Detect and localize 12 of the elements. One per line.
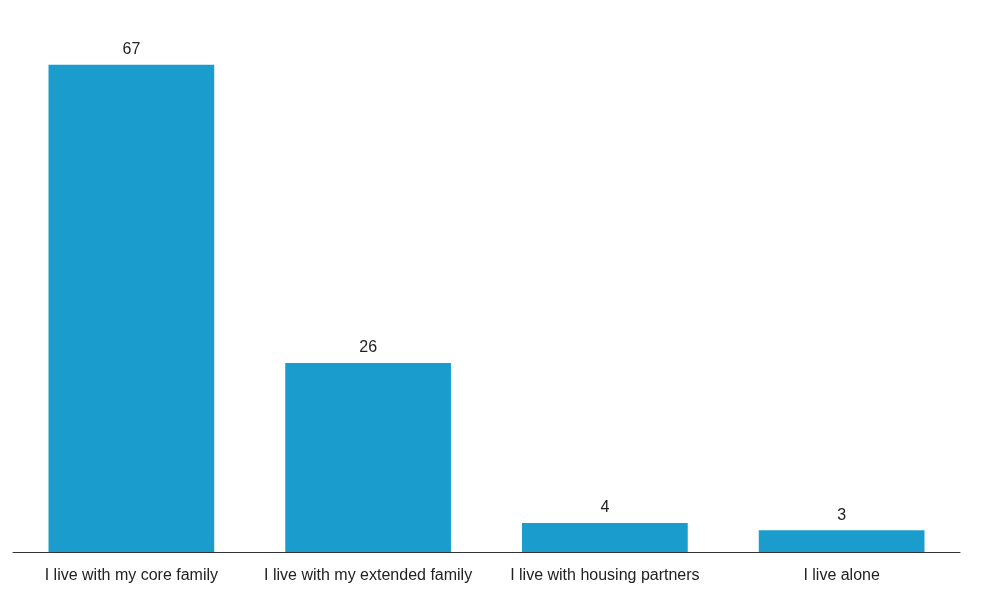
x-tick-label: I live with housing partners (510, 565, 700, 583)
bar (522, 522, 688, 552)
bar (758, 530, 925, 552)
data-label: 3 (837, 505, 847, 523)
x-tick-label: I live alone (803, 565, 880, 583)
data-label: 67 (122, 40, 141, 58)
data-label: 4 (600, 498, 610, 516)
x-tick-label: I live with my core family (44, 565, 219, 583)
bar (48, 64, 215, 552)
x-tick-label: I live with my extended family (264, 565, 473, 583)
data-label: 26 (359, 338, 378, 356)
bar (285, 362, 451, 552)
